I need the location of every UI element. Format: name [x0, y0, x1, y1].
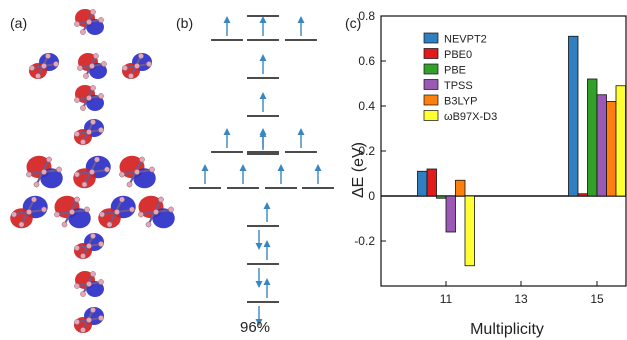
legend-label: PBE0	[444, 49, 472, 61]
legend-swatch	[424, 111, 438, 121]
bar-b97xd3-15	[616, 86, 626, 196]
spin-up-arrowhead	[315, 164, 322, 171]
bar-b3lyp-15	[607, 102, 617, 197]
orbital-images	[10, 9, 175, 333]
y-tick-label: 0.4	[358, 99, 375, 113]
y-axis-label: ΔE (eV)	[350, 142, 367, 198]
bar-b97xd3-11	[465, 196, 475, 266]
x-axis-label: Multiplicity	[470, 321, 544, 338]
bar-pbe0-11	[427, 169, 437, 196]
orbital-render	[10, 196, 48, 229]
bar-pbe-11	[437, 196, 447, 198]
y-tick-label: -0.2	[354, 234, 375, 248]
legend-label: ωB97X-D3	[444, 111, 497, 123]
spin-up-arrowhead	[278, 164, 285, 171]
orbital-render	[29, 53, 59, 79]
spin-up-arrowhead	[264, 202, 271, 209]
orbital-render	[74, 119, 104, 145]
x-tick-label: 11	[440, 292, 453, 306]
spin-up-arrowhead	[224, 128, 231, 135]
bar-b3lyp-11	[456, 180, 466, 196]
legend-label: PBE	[444, 65, 466, 77]
spin-up-arrowhead	[264, 278, 271, 285]
spin-up-arrowhead	[260, 128, 267, 135]
x-ticks: 11 13 15	[440, 281, 604, 306]
orbital-render	[122, 53, 152, 79]
legend-swatch	[424, 95, 438, 105]
legend-swatch	[424, 49, 438, 59]
x-tick-label: 13	[514, 292, 528, 306]
orbital-render	[74, 9, 104, 35]
spin-down-arrowhead	[256, 281, 263, 288]
spin-up-arrowhead	[260, 92, 267, 99]
spin-up-arrowhead	[298, 16, 305, 23]
legend-label: TPSS	[444, 80, 473, 92]
spin-up-arrowhead	[260, 16, 267, 23]
x-tick-label: 15	[590, 292, 604, 306]
bar-nevpt2-11	[418, 171, 428, 196]
energy-level-diagram	[189, 16, 334, 326]
spin-up-arrowhead	[264, 240, 271, 247]
legend-swatch	[424, 33, 438, 43]
bar-pbe-15	[588, 79, 598, 196]
orbital-render	[77, 53, 107, 79]
orbital-render	[119, 156, 155, 189]
orbital-render	[26, 156, 62, 189]
orbital-render	[98, 196, 136, 229]
legend: NEVPT2 PBE0 PBE TPSS B3LYP ωB97X-D3	[424, 33, 497, 123]
bar-pbe0-15	[578, 194, 588, 196]
occupation-percent: 96%	[240, 319, 270, 336]
orbital-render	[73, 156, 111, 189]
spin-up-arrowhead	[240, 164, 247, 171]
spin-up-arrowhead	[224, 16, 231, 23]
legend-label: B3LYP	[444, 96, 477, 108]
spin-up-arrowhead	[260, 54, 267, 61]
legend-swatch	[424, 80, 438, 90]
orbital-render	[54, 196, 90, 229]
orbital-render	[138, 196, 174, 229]
y-tick-label: 0.8	[358, 9, 375, 23]
y-tick-label: 0	[368, 189, 375, 203]
spin-down-arrowhead	[256, 243, 263, 250]
bar-chart: -0.200.20.40.60.8 11 13 15 ΔE (eV) Multipl…	[350, 9, 626, 338]
bar-tpss-15	[597, 95, 607, 196]
y-tick-label: 0.6	[358, 54, 375, 68]
orbital-render	[74, 307, 104, 333]
legend-swatch	[424, 64, 438, 74]
orbital-render	[74, 271, 104, 297]
spin-up-arrowhead	[298, 128, 305, 135]
panel-b-label: (b)	[176, 15, 193, 31]
panel-a-label: (a)	[10, 15, 27, 31]
orbital-render	[74, 85, 104, 111]
spin-up-arrowhead	[202, 164, 209, 171]
bar-tpss-11	[446, 196, 456, 232]
bar-nevpt2-15	[569, 36, 579, 196]
orbital-render	[74, 233, 104, 259]
legend-label: NEVPT2	[444, 34, 487, 46]
